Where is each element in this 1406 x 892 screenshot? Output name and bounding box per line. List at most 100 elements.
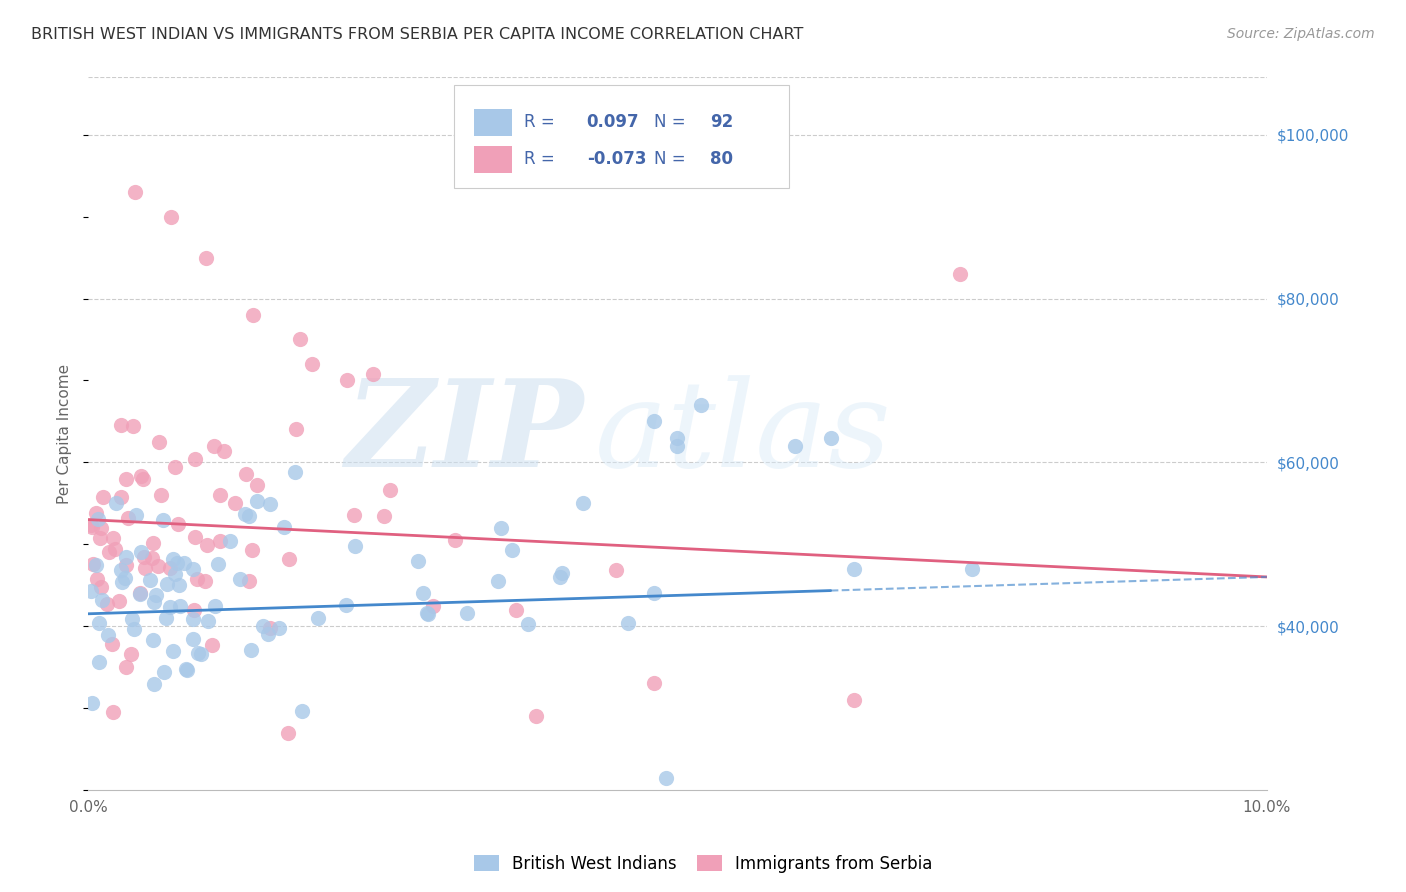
Point [246,478,269,492]
Point [79,584,101,599]
Point [115,660,138,674]
Point [242,308,264,322]
Point [100,637,122,651]
Point [167,578,190,592]
Point [246,494,269,508]
Point [124,185,146,199]
Point [517,616,540,631]
Point [233,507,256,521]
Point [259,497,281,511]
Point [146,558,169,573]
Point [114,558,136,572]
Point [190,648,212,662]
Point [284,422,307,436]
Point [129,469,152,483]
Point [278,551,301,566]
Point [96,598,118,612]
Point [142,677,165,691]
Point [259,621,281,635]
Point [343,539,366,553]
Point [134,550,156,565]
Point [501,543,523,558]
Text: 92: 92 [710,113,734,131]
Point [80,519,103,533]
Point [101,705,124,719]
Point [228,572,250,586]
Point [195,251,218,265]
Point [122,418,145,433]
Legend: British West Indians, Immigrants from Serbia: British West Indians, Immigrants from Se… [467,848,939,880]
Point [949,267,972,281]
Point [145,588,167,602]
Point [138,573,160,587]
Text: 0.097: 0.097 [586,113,640,131]
Point [142,633,165,648]
Point [406,553,429,567]
Point [416,606,439,620]
Point [456,606,478,620]
Point [238,574,260,588]
Point [224,496,246,510]
Point [235,467,257,481]
Point [89,615,111,630]
Point [110,418,132,433]
Point [242,543,264,558]
Point [290,333,312,347]
Point [273,520,295,534]
Text: atlas: atlas [595,375,891,492]
Text: R =: R = [524,151,560,169]
Point [91,490,114,504]
Point [505,603,527,617]
Point [643,676,665,690]
Point [335,598,357,612]
Point [551,566,574,581]
Point [336,373,359,387]
Point [166,556,188,570]
Point [163,459,186,474]
Point [90,593,112,607]
Point [207,557,229,571]
Point [820,431,842,445]
Point [153,665,176,680]
Point [269,621,291,635]
Point [141,550,163,565]
Point [489,521,512,535]
Point [125,508,148,523]
Point [186,646,208,660]
Point [90,521,112,535]
Point [960,562,983,576]
Point [110,490,132,504]
Point [122,622,145,636]
Point [307,610,329,624]
Point [162,644,184,658]
Point [121,648,143,662]
Point [80,697,103,711]
Point [666,439,689,453]
Point [301,357,323,371]
Point [197,538,219,552]
Point [86,572,108,586]
Point [169,599,191,613]
Point [181,612,204,626]
Point [443,533,465,548]
Text: Source: ZipAtlas.com: Source: ZipAtlas.com [1227,27,1375,41]
Point [87,655,110,669]
Point [572,496,595,510]
Point [361,367,384,381]
Point [239,643,262,657]
Point [121,612,143,626]
Point [84,558,107,572]
Point [104,541,127,556]
Point [143,595,166,609]
Point [844,692,866,706]
Text: 80: 80 [710,151,734,169]
Point [131,544,153,558]
Point [150,488,173,502]
Point [785,439,807,453]
Point [167,517,190,532]
Point [173,556,195,570]
Point [131,472,153,486]
Point [87,512,110,526]
Point [148,434,170,449]
Point [110,563,132,577]
